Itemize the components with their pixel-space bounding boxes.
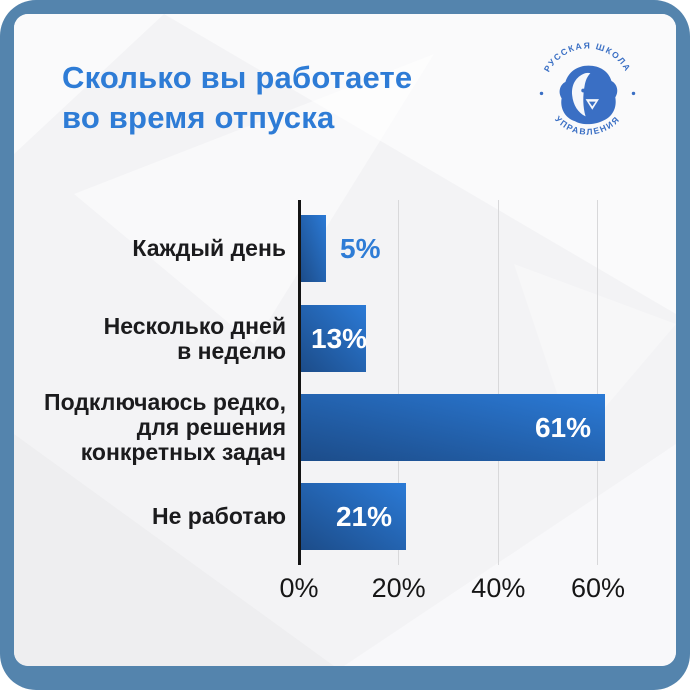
school-logo: РУССКАЯ ШКОЛА УПРАВЛЕНИЯ <box>539 40 636 137</box>
x-tick-label: 20% <box>371 573 426 603</box>
gridline-20% <box>398 200 400 565</box>
logo-separator-dot-left <box>539 91 544 96</box>
category-label: Подключаюсь редко, для решения конкретны… <box>44 389 286 465</box>
gridline-60% <box>597 200 599 565</box>
page-title-line1: Сколько вы работаете <box>62 60 413 95</box>
category-label: Каждый день <box>132 235 286 261</box>
lion-icon <box>559 65 618 125</box>
bar <box>301 215 326 282</box>
gridline-40% <box>497 200 499 565</box>
category-label: Несколько дней в неделю <box>103 312 286 364</box>
bar: 21% <box>301 483 406 550</box>
bar-value-label: 21% <box>335 500 392 532</box>
bar-value-label: 61% <box>534 411 591 443</box>
bar: 61% <box>301 394 605 461</box>
bar: 13% <box>301 305 368 372</box>
bar-value-label: 13% <box>311 322 368 354</box>
page-title: Сколько вы работаете во время отпуска <box>62 58 412 138</box>
bar-value-label: 5% <box>340 232 381 264</box>
x-tick-label: 0% <box>279 573 319 603</box>
logo-separator-dot-right <box>631 91 636 96</box>
category-label: Не работаю <box>151 503 286 529</box>
x-tick-label: 40% <box>471 573 526 603</box>
infographic-card: Сколько вы работаете во время отпуска РУ… <box>14 14 676 666</box>
x-axis-zero-line <box>297 200 301 565</box>
x-tick-label: 60% <box>570 573 625 603</box>
page-title-line2: во время отпуска <box>62 100 335 135</box>
bar-chart: 0% 20% 40% 60% 5% 13% 61% 21% Каждый день Несколь… <box>14 14 676 666</box>
